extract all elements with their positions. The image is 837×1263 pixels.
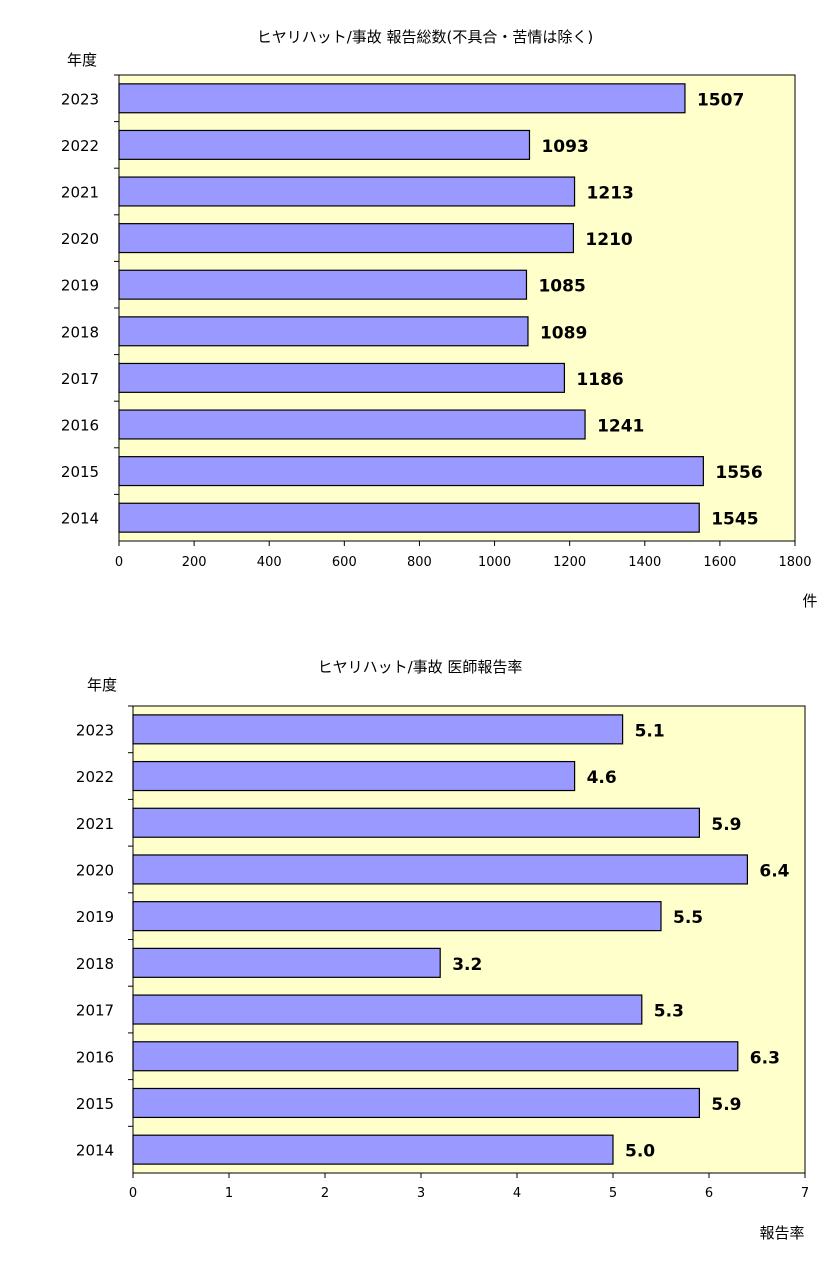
- doctor-report-rate-chart: ヒヤリハット/事故 医師報告率年度報告率 0 1 2 3 4 5 6 7 2023 5.1 2022 4…: [0, 640, 837, 1260]
- data-label: 5.3: [654, 1002, 684, 1022]
- data-label: 1556: [715, 463, 762, 483]
- category-label: 2021: [76, 815, 114, 833]
- bar: [118, 83, 686, 114]
- category-label: 2020: [76, 861, 114, 879]
- category-label: 2020: [61, 230, 99, 248]
- category-label: 2019: [61, 277, 99, 295]
- chart-title: ヒヤリハット/事故 医師報告率: [318, 658, 523, 676]
- bar: [132, 807, 701, 838]
- x-tick-label: 800: [407, 555, 432, 570]
- data-label: 5.9: [711, 1095, 741, 1115]
- bar: [118, 316, 529, 347]
- bar: [132, 1134, 614, 1165]
- category-label: 2021: [61, 184, 99, 202]
- bar: [118, 129, 531, 160]
- data-label: 5.0: [625, 1142, 655, 1162]
- bar: [118, 456, 704, 487]
- x-tick-label: 1: [225, 1186, 233, 1201]
- bar: [118, 362, 566, 393]
- category-label: 2018: [76, 955, 114, 973]
- bar: [132, 1041, 739, 1072]
- data-label: 5.5: [673, 908, 703, 928]
- bar: [118, 176, 576, 207]
- bar: [118, 502, 700, 533]
- x-tick-label: 200: [182, 555, 207, 570]
- x-tick-label: 1200: [553, 555, 586, 570]
- x-axis-label: 報告率: [759, 1224, 804, 1242]
- category-label: 2015: [76, 1095, 114, 1113]
- data-label: 1186: [576, 370, 623, 390]
- chart-title: ヒヤリハット/事故 報告総数(不具合・苦情は除く): [257, 28, 594, 46]
- data-label: 1093: [541, 137, 588, 157]
- category-label: 2014: [76, 1142, 114, 1160]
- category-label: 2022: [61, 137, 99, 155]
- bar: [118, 223, 575, 254]
- x-tick-label: 1000: [478, 555, 511, 570]
- x-tick-label: 5: [609, 1186, 617, 1201]
- bar: [132, 1087, 701, 1119]
- x-tick-label: 4: [513, 1186, 521, 1201]
- data-label: 1085: [538, 277, 585, 297]
- bar: [132, 994, 643, 1025]
- x-tick-label: 3: [417, 1186, 425, 1201]
- bar: [132, 901, 662, 932]
- bar: [118, 409, 586, 440]
- category-label: 2017: [76, 1002, 114, 1020]
- x-tick-label: 7: [801, 1186, 809, 1201]
- x-tick-label: 1600: [703, 555, 736, 570]
- data-label: 1089: [540, 323, 587, 343]
- y-axis-label: 年度: [87, 676, 117, 694]
- category-label: 2022: [76, 768, 114, 786]
- category-label: 2016: [61, 417, 99, 435]
- data-label: 5.9: [711, 815, 741, 835]
- category-label: 2018: [61, 323, 99, 341]
- data-label: 6.4: [759, 861, 789, 881]
- data-label: 1241: [597, 417, 644, 437]
- data-label: 1545: [711, 510, 758, 530]
- bar: [132, 714, 624, 745]
- bar: [118, 269, 528, 300]
- report-total-chart: ヒヤリハット/事故 報告総数(不具合・苦情は除く) 年度件 0 200 400 600 80…: [0, 0, 837, 620]
- bar: [132, 760, 576, 792]
- x-tick-label: 6: [705, 1186, 713, 1201]
- data-label: 1213: [587, 184, 634, 204]
- report-total-chart-svg: ヒヤリハット/事故 報告総数(不具合・苦情は除く) 年度件 0 200 400 600 80…: [61, 28, 818, 610]
- x-tick-label: 1800: [778, 555, 811, 570]
- x-tick-label: 0: [129, 1186, 137, 1201]
- category-label: 2023: [61, 90, 99, 108]
- category-label: 2014: [61, 510, 99, 528]
- category-label: 2016: [76, 1048, 114, 1066]
- x-tick-label: 600: [332, 555, 357, 570]
- category-label: 2019: [76, 908, 114, 926]
- bar: [132, 854, 749, 885]
- data-label: 4.6: [587, 768, 617, 788]
- data-label: 3.2: [452, 955, 482, 975]
- data-label: 5.1: [635, 721, 665, 741]
- data-label: 6.3: [750, 1048, 780, 1068]
- x-tick-label: 0: [115, 555, 123, 570]
- y-axis-label: 年度: [67, 51, 97, 69]
- x-tick-label: 2: [321, 1186, 329, 1201]
- x-tick-label: 1400: [628, 555, 661, 570]
- data-label: 1210: [585, 230, 632, 250]
- data-label: 1507: [697, 90, 744, 110]
- bar: [132, 947, 441, 978]
- x-axis-label: 件: [802, 592, 817, 610]
- x-tick-label: 400: [257, 555, 282, 570]
- category-label: 2015: [61, 463, 99, 481]
- category-label: 2017: [61, 370, 99, 388]
- category-label: 2023: [76, 721, 114, 739]
